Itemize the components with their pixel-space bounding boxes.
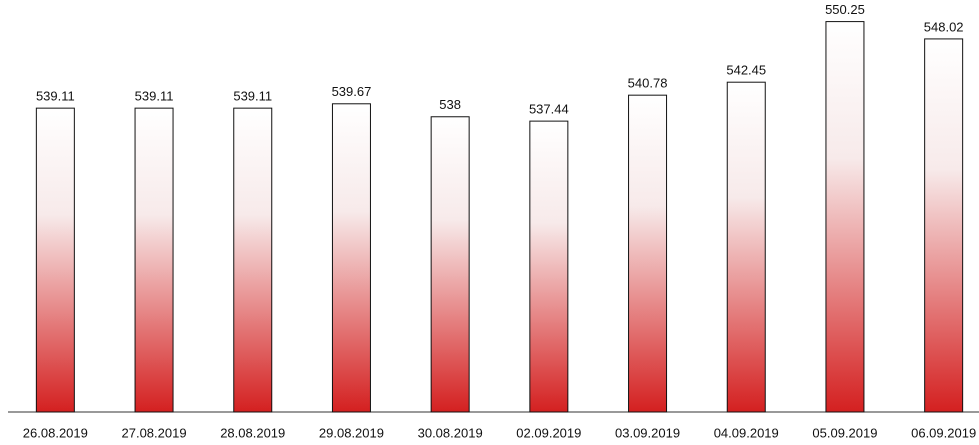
x-tick-label: 04.09.2019 (714, 425, 779, 440)
bar (726, 81, 766, 413)
value-label: 539.11 (233, 89, 272, 104)
x-tick-label: 05.09.2019 (812, 425, 877, 440)
value-label: 538 (439, 97, 461, 112)
bar (924, 38, 964, 413)
value-label: 548.02 (924, 19, 964, 34)
value-label: 537.44 (529, 102, 569, 117)
value-label: 539.67 (332, 84, 372, 99)
bar (825, 21, 865, 413)
bar (233, 107, 273, 413)
bar (331, 103, 371, 413)
x-tick-label: 30.08.2019 (418, 425, 483, 440)
value-label: 550.25 (825, 2, 865, 17)
bar (134, 107, 174, 413)
bar (35, 107, 75, 413)
x-tick-label: 29.08.2019 (319, 425, 384, 440)
x-tick-label: 26.08.2019 (23, 425, 88, 440)
value-label: 542.45 (726, 63, 766, 78)
x-tick-label: 28.08.2019 (220, 425, 285, 440)
bar (628, 94, 668, 413)
value-label: 540.78 (628, 76, 668, 91)
x-tick-label: 27.08.2019 (122, 425, 187, 440)
x-tick-label: 06.09.2019 (911, 425, 976, 440)
value-label: 539.11 (135, 89, 174, 104)
x-tick-label: 03.09.2019 (615, 425, 680, 440)
x-tick-label: 02.09.2019 (516, 425, 581, 440)
bar (430, 116, 470, 413)
bar (529, 120, 569, 413)
value-label: 539.11 (36, 89, 75, 104)
